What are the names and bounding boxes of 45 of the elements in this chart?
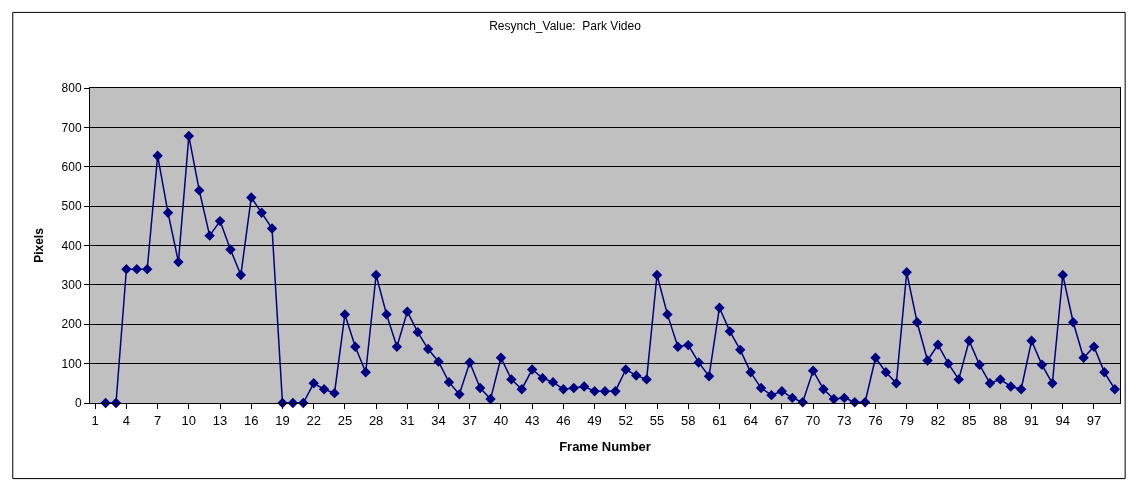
x-tick-label: 43 <box>524 412 540 428</box>
x-tick-label: 28 <box>368 412 384 428</box>
x-tick-label: 10 <box>181 412 197 428</box>
y-tick-label: 200 <box>61 317 82 332</box>
y-tick-label: 400 <box>61 238 82 253</box>
x-tick-label: 91 <box>1024 412 1039 428</box>
x-tick-label: 19 <box>275 412 290 428</box>
x-tick-label: 73 <box>837 412 852 428</box>
x-tick-label: 52 <box>618 412 634 428</box>
x-tick-label: 37 <box>462 412 477 428</box>
x-tick-label: 85 <box>961 412 977 428</box>
x-tick-label: 16 <box>244 412 259 428</box>
x-tick-label: 76 <box>868 412 883 428</box>
y-tick-label: 500 <box>61 199 82 214</box>
x-tick-label: 55 <box>649 412 665 428</box>
y-tick-label: 300 <box>61 278 82 293</box>
x-tick-label: 46 <box>556 412 571 428</box>
x-tick-label: 61 <box>712 412 727 428</box>
x-axis-title: Frame Number <box>559 439 651 455</box>
x-tick-label: 22 <box>306 412 321 428</box>
x-tick-label: 1 <box>91 412 99 428</box>
y-tick-label: 0 <box>74 396 82 411</box>
x-tick-label: 40 <box>493 412 509 428</box>
x-tick-label: 97 <box>1086 412 1102 428</box>
y-tick-label: 100 <box>61 356 82 371</box>
y-tick-label: 800 <box>61 81 82 96</box>
x-tick-label: 58 <box>681 412 696 428</box>
x-tick-label: 67 <box>774 412 790 428</box>
x-tick-label: 31 <box>400 412 415 428</box>
x-tick-label: 94 <box>1055 412 1071 428</box>
x-tick-label: 34 <box>431 412 446 428</box>
x-tick-label: 82 <box>930 412 946 428</box>
x-tick-label: 7 <box>154 412 162 428</box>
x-tick-label: 49 <box>587 412 602 428</box>
y-axis-title: Pixels <box>31 227 46 263</box>
x-tick-label: 88 <box>993 412 1008 428</box>
x-tick-label: 13 <box>212 412 228 428</box>
y-tick-label: 600 <box>61 159 82 174</box>
x-tick-label: 4 <box>122 412 131 428</box>
x-tick-label: 25 <box>337 412 353 428</box>
x-tick-label: 79 <box>899 412 914 428</box>
chart-title: Resynch_Value: Park Video <box>489 19 642 34</box>
y-tick-label: 700 <box>61 120 82 135</box>
x-tick-label: 70 <box>805 412 821 428</box>
x-tick-label: 64 <box>743 412 758 428</box>
